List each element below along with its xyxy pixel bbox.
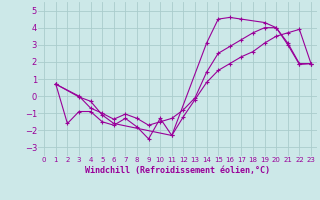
X-axis label: Windchill (Refroidissement éolien,°C): Windchill (Refroidissement éolien,°C) — [85, 166, 270, 175]
